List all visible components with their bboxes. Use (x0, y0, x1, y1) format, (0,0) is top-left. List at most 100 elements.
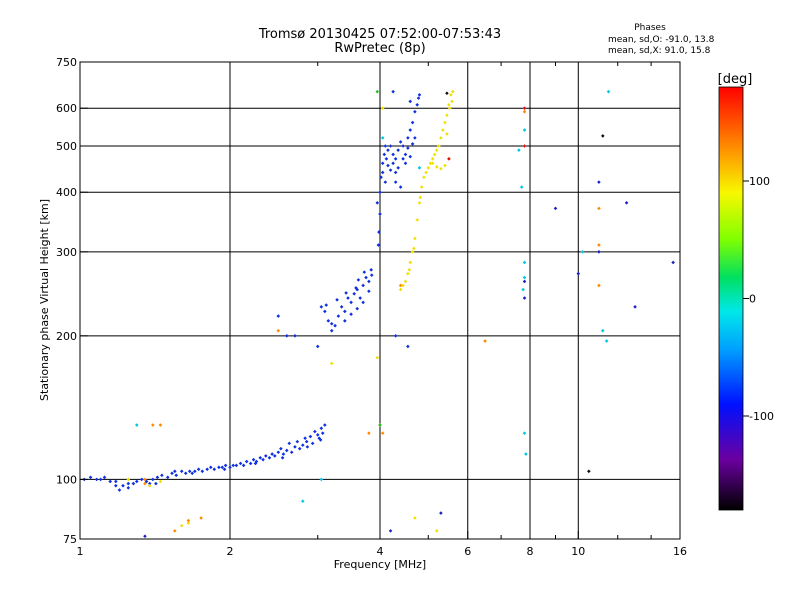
data-point (443, 163, 447, 168)
data-point (521, 287, 525, 292)
data-point (276, 450, 281, 455)
data-point (289, 450, 294, 455)
data-point (410, 142, 415, 146)
data-point (320, 431, 325, 435)
data-point (417, 93, 422, 97)
data-point (151, 423, 155, 427)
data-point (158, 423, 163, 427)
phase-stats-o: mean, sd,O: -91.0, 13.8 (608, 35, 715, 45)
data-point (597, 250, 601, 254)
data-point (396, 166, 400, 170)
data-point (403, 279, 408, 284)
data-point (522, 275, 527, 280)
y-tick-label: 200 (56, 330, 77, 343)
data-point (151, 477, 155, 482)
data-point (439, 511, 443, 515)
data-point (276, 314, 281, 318)
data-point (398, 283, 403, 288)
data-point (297, 446, 302, 451)
data-point (393, 334, 398, 338)
data-point (154, 481, 158, 486)
data-point (346, 296, 350, 300)
data-point (408, 260, 413, 265)
data-point (380, 136, 385, 140)
data-point (380, 170, 385, 175)
chart-subtitle: RwPretec (8p) (334, 41, 425, 56)
data-point (301, 443, 305, 447)
phase-stats-heading: Phases (634, 23, 666, 33)
data-point (319, 426, 324, 431)
plot-frame (79, 61, 681, 540)
data-point (349, 300, 353, 305)
data-point (319, 477, 324, 482)
data-point (253, 461, 258, 466)
data-point (208, 465, 213, 470)
data-point (406, 136, 410, 140)
data-point (367, 289, 371, 294)
data-point (407, 268, 412, 272)
data-point (378, 423, 382, 427)
data-point (114, 479, 118, 484)
x-tick-label: 10 (571, 545, 585, 558)
data-point (170, 471, 174, 476)
data-point (114, 483, 118, 488)
y-tick-labels: 75 100 200 300 400 500 600 750 (56, 56, 77, 546)
data-point (173, 529, 177, 533)
data-point (313, 429, 317, 434)
data-point (179, 469, 184, 474)
data-point (267, 455, 272, 460)
data-point (408, 99, 413, 104)
data-point (398, 287, 403, 292)
data-point (428, 161, 433, 166)
data-point (355, 287, 359, 292)
data-point (604, 339, 609, 343)
data-point (576, 271, 581, 276)
y-tick-label: 750 (56, 56, 77, 69)
data-point (304, 439, 309, 444)
data-point (413, 109, 417, 114)
data-point (88, 475, 93, 480)
data-point (121, 483, 125, 488)
data-point (403, 152, 408, 157)
data-point (205, 467, 209, 472)
data-point (199, 516, 203, 520)
data-point (228, 465, 232, 470)
data-point (401, 283, 405, 288)
data-point (430, 161, 435, 166)
data-point (432, 152, 437, 157)
data-point (280, 455, 285, 460)
data-point (244, 459, 249, 464)
data-point (301, 499, 305, 504)
phase-stats-x: mean, sd,X: 91.0, 15.8 (608, 46, 711, 56)
x-tick-label: 8 (527, 545, 534, 558)
data-point (352, 291, 356, 296)
data-point (415, 218, 419, 222)
chart-title: Tromsø 20130425 07:52:00-07:53:43 (258, 27, 501, 42)
data-point (439, 166, 443, 171)
data-point (355, 306, 359, 311)
data-point (134, 423, 139, 427)
data-point (251, 457, 256, 462)
data-point (143, 477, 147, 482)
y-tick-label: 500 (56, 140, 77, 153)
data-point (413, 236, 417, 241)
data-point (383, 144, 388, 148)
data-point (386, 148, 390, 152)
data-point (305, 445, 310, 449)
data-point (522, 260, 527, 265)
data-point (139, 477, 144, 482)
colorbar-tick-label: -100 (749, 410, 774, 423)
data-point (158, 479, 163, 484)
data-point (303, 436, 307, 441)
data-point (310, 441, 315, 446)
data-point (187, 469, 192, 474)
data-point (412, 246, 416, 251)
data-point (144, 479, 149, 484)
data-point (362, 270, 367, 274)
x-tick-label: 4 (377, 545, 384, 558)
data-point (349, 312, 353, 316)
data-point (388, 144, 393, 148)
y-tick-label: 400 (56, 186, 77, 199)
x-tick-label: 2 (227, 545, 234, 558)
data-point (449, 93, 453, 97)
